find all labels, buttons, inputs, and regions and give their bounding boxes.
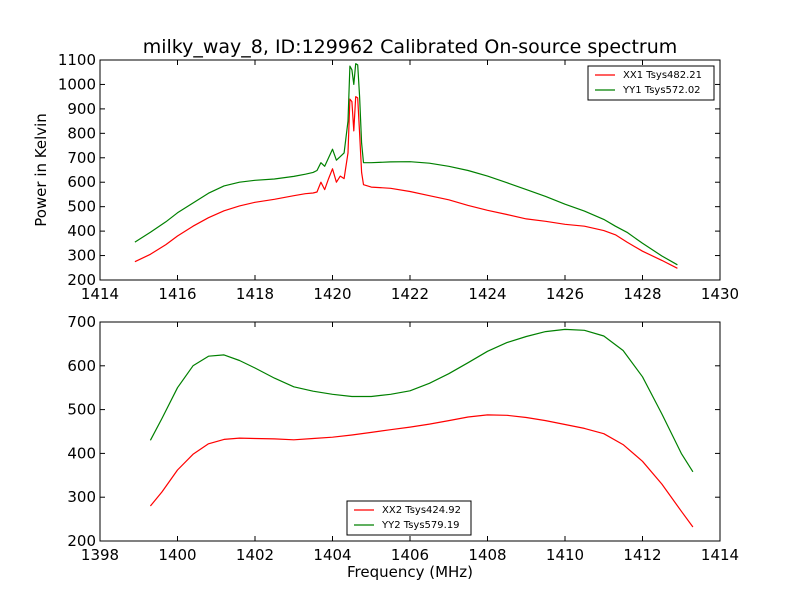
top-x-tick-label: 1418 <box>236 285 274 303</box>
top-subplot: 1414 1416 1418 1420 1422 1424 1426 1428 1430 200 3… <box>32 51 739 303</box>
bottom-series-lines <box>149 328 694 528</box>
top-y-axis-label: Power in Kelvin <box>32 113 50 227</box>
bottom-y-tick-label: 700 <box>67 313 96 331</box>
top-y-tick-label: 200 <box>67 271 96 289</box>
top-plot-frame <box>99 59 721 281</box>
top-legend: XX1 Tsys482.21 YY1 Tsys572.02 <box>587 65 715 101</box>
top-series-line-xx <box>134 96 678 269</box>
bottom-y-tick-label: 500 <box>67 401 96 419</box>
bottom-y-tick-label: 200 <box>67 532 96 550</box>
bottom-series-line-xx <box>149 414 694 528</box>
chart-title: milky_way_8, ID:129962 Calibrated On-sou… <box>143 36 678 58</box>
legend-label-yy2: YY2 Tsys579.19 <box>381 520 460 531</box>
bottom-x-tick-label: 1404 <box>313 546 351 564</box>
top-y-tick-label: 800 <box>67 124 96 142</box>
bottom-x-tick-label: 1398 <box>81 546 119 564</box>
bottom-y-tick-label: 600 <box>67 357 96 375</box>
top-x-tick-label: 1428 <box>623 285 661 303</box>
top-y-tick-label: 600 <box>67 173 96 191</box>
bottom-x-tick-label: 1412 <box>623 546 661 564</box>
bottom-x-tick-label: 1400 <box>158 546 196 564</box>
bottom-x-tick-label: 1408 <box>468 546 506 564</box>
top-y-tick-label: 700 <box>67 149 96 167</box>
top-x-tick-label: 1424 <box>468 285 506 303</box>
top-x-tick-label: 1422 <box>391 285 429 303</box>
top-legend-box <box>587 65 715 101</box>
legend-label-xx2: XX2 Tsys424.92 <box>382 505 461 516</box>
bottom-legend-box <box>346 500 472 536</box>
top-x-tick-label: 1420 <box>313 285 351 303</box>
top-x-tick-label: 1426 <box>546 285 584 303</box>
top-x-tick-label: 1430 <box>701 285 739 303</box>
bottom-plot-frame <box>99 321 721 542</box>
bottom-y-tick-label: 300 <box>67 488 96 506</box>
top-y-tick-label: 900 <box>67 100 96 118</box>
top-y-tick-label: 400 <box>67 222 96 240</box>
top-y-tick-label: 500 <box>67 198 96 216</box>
legend-label-yy1: YY1 Tsys572.02 <box>622 85 701 96</box>
top-x-tick-label: 1416 <box>158 285 196 303</box>
top-y-tick-label: 300 <box>67 247 96 265</box>
bottom-legend: XX2 Tsys424.92 YY2 Tsys579.19 <box>346 500 472 536</box>
top-y-tick-label: 1000 <box>58 75 96 93</box>
bottom-subplot: 1398 1400 1402 1404 1406 1408 1410 1412 1414 200 3… <box>67 313 739 581</box>
bottom-x-tick-label: 1414 <box>701 546 739 564</box>
bottom-x-tick-label: 1402 <box>236 546 274 564</box>
top-series-line-yy <box>134 63 678 266</box>
bottom-series-line-yy <box>149 328 694 473</box>
top-y-tick-label: 1100 <box>58 51 96 69</box>
bottom-x-axis-label: Frequency (MHz) <box>347 563 473 581</box>
bottom-x-tick-label: 1410 <box>546 546 584 564</box>
legend-label-xx1: XX1 Tsys482.21 <box>623 70 702 81</box>
bottom-y-tick-label: 400 <box>67 444 96 462</box>
bottom-x-tick-label: 1406 <box>391 546 429 564</box>
top-series-lines <box>134 63 678 269</box>
top-x-tick-label: 1414 <box>81 285 119 303</box>
top-ticks: 1414 1416 1418 1420 1422 1424 1426 1428 1430 200 3… <box>58 51 739 303</box>
